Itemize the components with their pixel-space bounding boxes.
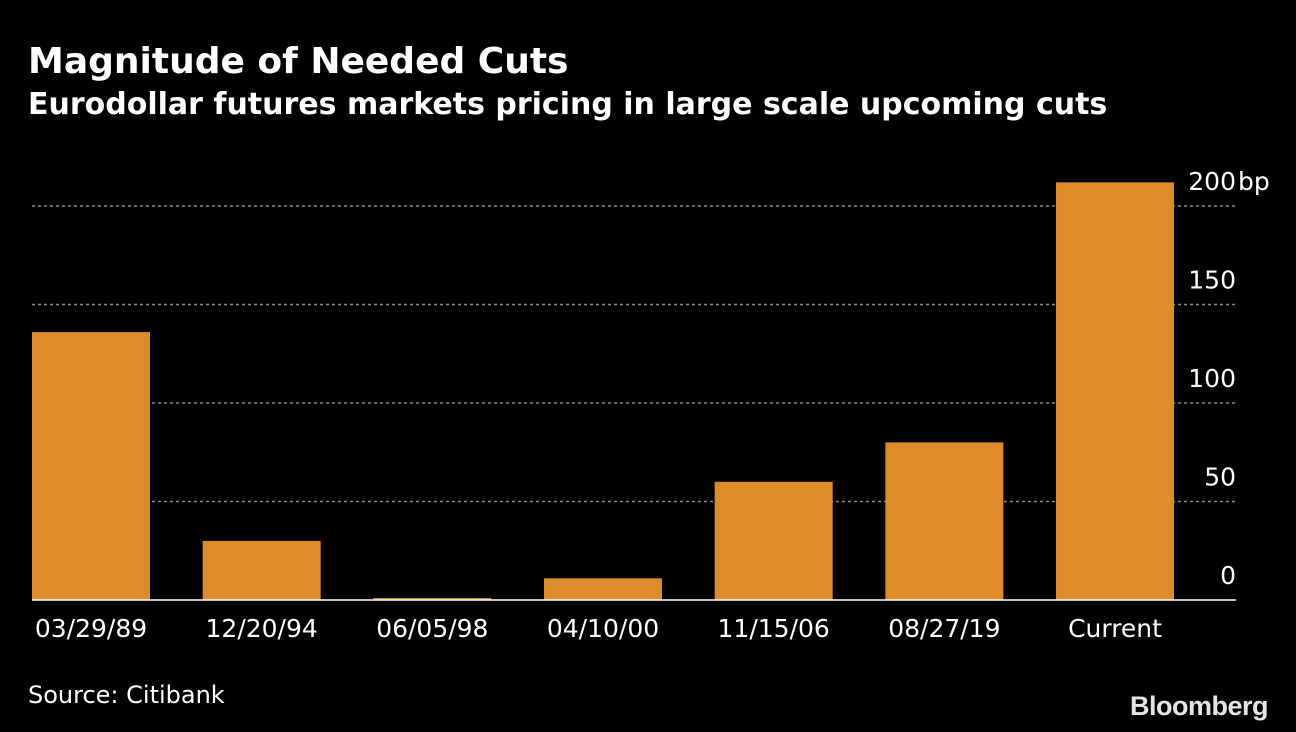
x-tick-label: 08/27/19 <box>888 614 1000 643</box>
y-tick-label: 150 <box>1188 266 1236 295</box>
bar-current <box>1056 182 1175 601</box>
chart-subtitle: Eurodollar futures markets pricing in la… <box>28 87 1108 122</box>
y-tick-label: 0 <box>1220 561 1236 590</box>
bloomberg-logo: Bloomberg <box>1129 691 1269 721</box>
bar-03-29-89 <box>32 332 150 600</box>
bar-12-20-94 <box>202 540 321 600</box>
y-unit-label: bp <box>1238 167 1270 196</box>
bar-04-10-00 <box>544 578 663 600</box>
x-tick-label: 06/05/98 <box>376 614 488 643</box>
x-tick-label: 12/20/94 <box>206 614 318 643</box>
y-tick-label: 200 <box>1188 167 1236 196</box>
x-tick-label: 11/15/06 <box>718 614 830 643</box>
bar-06-05-98 <box>373 598 492 600</box>
x-tick-label: 04/10/00 <box>547 614 659 643</box>
x-tick-label: 03/29/89 <box>35 614 147 643</box>
x-tick-label: Current <box>1068 614 1162 643</box>
bar-08-27-19 <box>885 442 1004 600</box>
source-note: Source: Citibank <box>28 681 225 709</box>
y-tick-label: 50 <box>1204 463 1236 492</box>
bar-11-15-06 <box>714 481 833 600</box>
y-tick-label: 100 <box>1188 364 1236 393</box>
chart-title: Magnitude of Needed Cuts <box>28 41 569 82</box>
